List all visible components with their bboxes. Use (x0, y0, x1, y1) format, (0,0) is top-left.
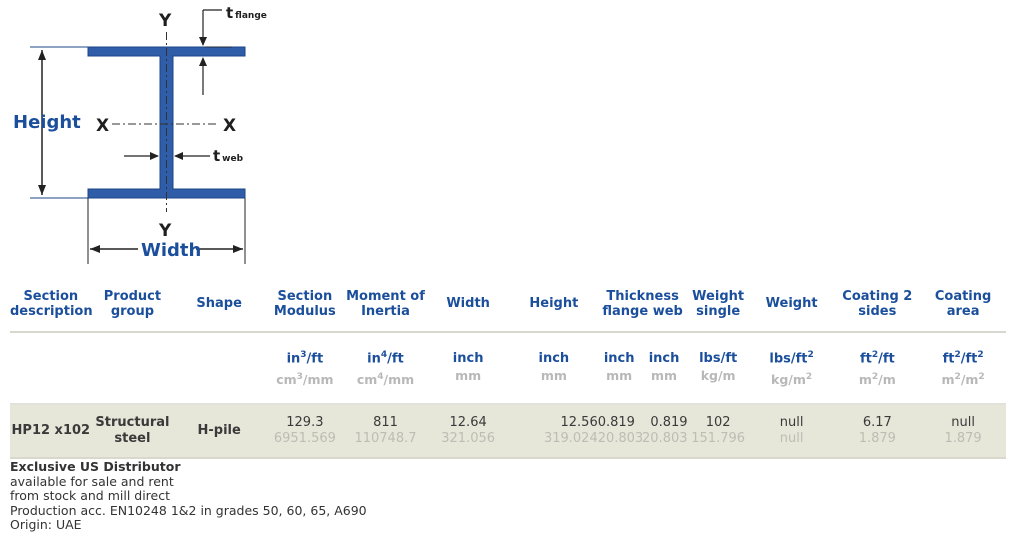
t-web-label: t web (213, 147, 244, 165)
units-empty-1 (10, 332, 92, 405)
header-coating-area: Coating area (920, 276, 1006, 333)
table-row: HP12 x102 Structural steel H-pile 129.3 69… (10, 404, 1006, 459)
t-web-arrow-left-icon (174, 152, 183, 160)
table-units-row: in3/ft cm3/mm in4/ft cm4/mm inch mm inch… (10, 332, 1006, 405)
cell-height: 12.56 319.024 (509, 404, 598, 459)
units-empty-3 (173, 332, 266, 405)
notes-title: Exclusive US Distributor (10, 459, 181, 474)
header-product-group: Product group (91, 276, 174, 333)
height-label: Height (13, 112, 81, 133)
units-coating-2-sides: ft2/ft m2/m (834, 332, 921, 405)
header-weight-single: Weight single (687, 276, 749, 333)
distributor-notes: Exclusive US Distributor available for s… (10, 459, 367, 533)
units-width: inch mm (426, 332, 510, 405)
units-section-modulus: in3/ft cm3/mm (265, 332, 345, 405)
x-axis-label-right: X (223, 116, 236, 136)
units-flange: inch mm (597, 332, 641, 405)
cell-product-group: Structural steel (91, 404, 174, 459)
section-properties-table: Section description Product group Shape Se… (10, 276, 1006, 459)
cell-coating-area: null 1.879 (920, 404, 1006, 459)
units-moment-of-inertia: in4/ft cm4/mm (344, 332, 427, 405)
header-weight: Weight (748, 276, 835, 333)
header-coating-2-sides: Coating 2 sides (834, 276, 921, 333)
cell-weight: null null (748, 404, 835, 459)
header-shape: Shape (173, 276, 266, 333)
t-flange-arrow-up-icon (199, 57, 207, 66)
cell-moment-of-inertia: 811 110748.7 (344, 404, 427, 459)
y-axis-label-bottom: Y (158, 221, 172, 241)
height-arrow-top-icon (38, 50, 46, 60)
width-arrow-right-icon (233, 245, 243, 253)
width-arrow-left-icon (90, 245, 100, 253)
units-weight: lbs/ft2 kg/m2 (748, 332, 835, 405)
header-thickness: Thickness flange web (597, 276, 688, 333)
notes-line: Origin: UAE (10, 517, 82, 532)
notes-line: available for sale and rent (10, 473, 174, 489)
cell-section-modulus: 129.3 6951.569 (265, 404, 345, 459)
table-header-row: Section description Product group Shape Se… (10, 276, 1006, 333)
width-label: Width (141, 240, 201, 261)
units-empty-2 (91, 332, 174, 405)
header-moment-of-inertia: Moment of Inertia (344, 276, 427, 333)
height-arrow-bottom-icon (38, 185, 46, 195)
h-pile-cross-section-diagram: Y Y X X t flange t web Height Width (13, 4, 267, 264)
header-section-modulus: Section Modulus (265, 276, 345, 333)
cell-web-thickness: 0.819 20.803 (640, 404, 688, 459)
units-web: inch mm (640, 332, 688, 405)
cell-weight-single: 102 151.796 (687, 404, 749, 459)
header-section-description: Section description (10, 276, 93, 333)
cell-section-description: HP12 x102 (10, 404, 92, 459)
cell-flange-thickness: 0.819 20.803 (597, 404, 643, 459)
header-width: Width (426, 276, 510, 333)
header-height: Height (509, 276, 598, 333)
units-weight-single: lbs/ft kg/m (687, 332, 749, 405)
cell-shape: H-pile (173, 404, 266, 459)
cell-width: 12.64 321.056 (426, 404, 510, 459)
units-height: inch mm (509, 332, 598, 405)
t-web-arrow-right-icon (150, 152, 159, 160)
y-axis-label-top: Y (158, 11, 172, 31)
notes-line: Production acc. EN10248 1&2 in grades 50… (10, 502, 367, 518)
units-coating-area: ft2/ft2 m2/m2 (920, 332, 1006, 405)
cell-coating-2-sides: 6.17 1.879 (834, 404, 921, 459)
t-flange-label: t flange (226, 4, 267, 22)
notes-line: from stock and mill direct (10, 488, 171, 503)
t-flange-arrow-down-icon (199, 37, 207, 46)
x-axis-label-left: X (96, 116, 109, 136)
